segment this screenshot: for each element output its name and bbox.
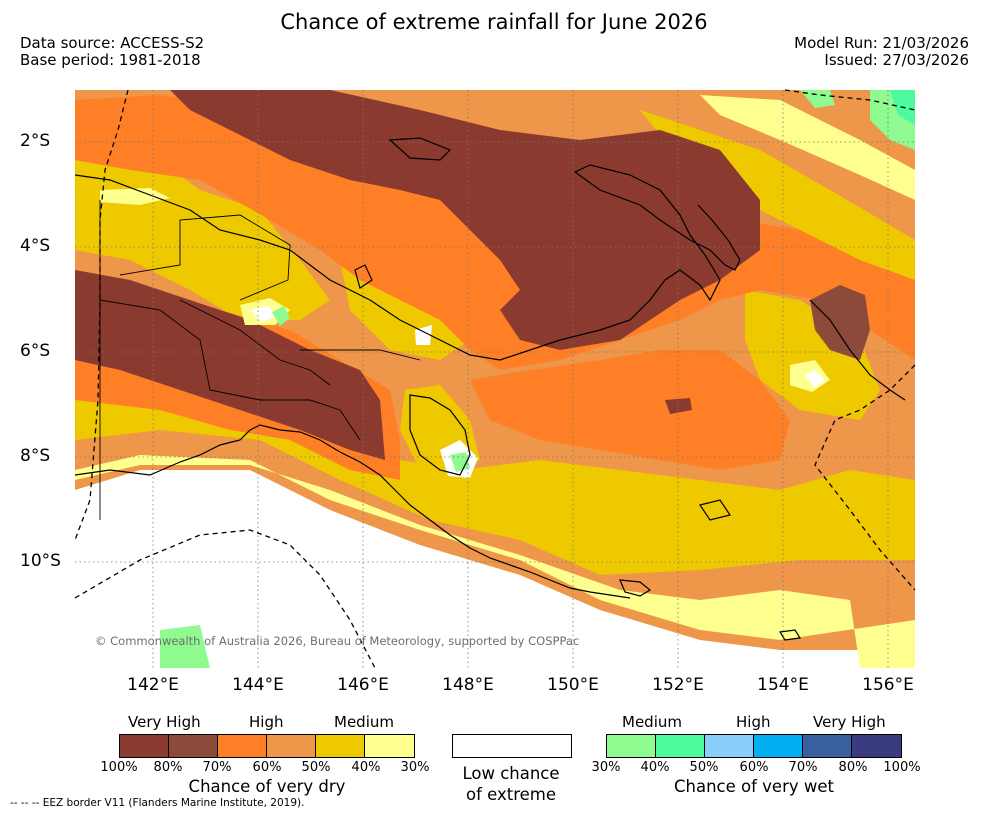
wet-tick: 70% xyxy=(788,760,818,775)
wet-tick: 100% xyxy=(883,760,921,775)
dry-tick: 60% xyxy=(252,760,282,775)
wet-colorbar xyxy=(606,734,902,758)
eez-note: -- -- -- EEZ border V11 (Flanders Marine… xyxy=(10,797,305,809)
wet-tick: 30% xyxy=(591,760,621,775)
wet-level-medium: Medium xyxy=(622,713,682,731)
wet-tick: 50% xyxy=(689,760,719,775)
eez-borders xyxy=(74,89,916,669)
map-title: Chance of extreme rainfall for June 2026 xyxy=(280,10,708,34)
dry-color-swatch xyxy=(267,735,316,757)
very-dry-region-south xyxy=(75,270,385,460)
lon-label: 156°E xyxy=(862,675,914,695)
coastlines xyxy=(75,137,906,641)
dry-tick: 40% xyxy=(351,760,381,775)
dry-color-swatch xyxy=(218,735,267,757)
meta-left: Data source: ACCESS-S2 Base period: 1981… xyxy=(20,35,204,69)
wet-tick: 40% xyxy=(640,760,670,775)
province-borders xyxy=(99,200,421,520)
wet-tick: 60% xyxy=(739,760,769,775)
wet-color-swatch xyxy=(656,735,705,757)
low-chance-line1: Low chance xyxy=(462,764,560,783)
dry-level-high: High xyxy=(249,713,284,731)
issued-date: Issued: 27/03/2026 xyxy=(824,51,969,69)
model-run: Model Run: 21/03/2026 xyxy=(794,34,969,52)
base-period: Base period: 1981-2018 xyxy=(20,51,201,69)
wet-color-swatch xyxy=(754,735,803,757)
wet-patch xyxy=(272,306,290,326)
lon-label: 144°E xyxy=(232,675,284,695)
low-chance-caption: Low chance of extreme xyxy=(440,763,582,805)
dry-color-swatch xyxy=(316,735,365,757)
wet-level-high: High xyxy=(736,713,771,731)
lat-label: 8°S xyxy=(20,446,51,466)
dry-colorbar xyxy=(119,734,415,758)
lon-label: 154°E xyxy=(757,675,809,695)
dry-tick: 30% xyxy=(400,760,430,775)
probability-field xyxy=(75,90,915,668)
lon-label: 150°E xyxy=(547,675,599,695)
lat-label: 2°S xyxy=(20,131,51,151)
low-chance-swatch xyxy=(452,734,572,758)
rainfall-map xyxy=(74,89,916,669)
dry-tick: 70% xyxy=(202,760,232,775)
dry-tick: 80% xyxy=(153,760,183,775)
low-chance-line2: of extreme xyxy=(465,785,557,804)
dry-level-medium: Medium xyxy=(334,713,394,731)
lon-label: 142°E xyxy=(127,675,179,695)
copyright-notice: © Commonwealth of Australia 2026, Bureau… xyxy=(95,634,580,648)
dry-color-swatch xyxy=(365,735,414,757)
lon-label: 146°E xyxy=(337,675,389,695)
very-dry-region-north xyxy=(170,90,760,350)
data-source: Data source: ACCESS-S2 xyxy=(20,34,205,52)
dry-level-very-high: Very High xyxy=(128,713,201,731)
dry-color-swatch xyxy=(120,735,169,757)
graticule xyxy=(75,90,915,668)
dry-color-swatch xyxy=(169,735,218,757)
wet-color-swatch xyxy=(705,735,754,757)
lat-label: 6°S xyxy=(20,341,51,361)
dry-tick: 100% xyxy=(100,760,138,775)
dry-caption: Chance of very dry xyxy=(188,777,346,796)
lat-label: 4°S xyxy=(20,236,51,256)
lon-label: 148°E xyxy=(442,675,494,695)
meta-right: Model Run: 21/03/2026 Issued: 27/03/2026 xyxy=(794,35,969,69)
wet-color-swatch xyxy=(607,735,656,757)
dry-tick: 50% xyxy=(301,760,331,775)
lat-label: 10°S xyxy=(20,551,61,571)
wet-color-swatch xyxy=(803,735,852,757)
wet-caption: Chance of very wet xyxy=(674,777,834,796)
low-chance-region xyxy=(75,470,915,668)
wet-tick: 80% xyxy=(838,760,868,775)
wet-color-swatch xyxy=(852,735,901,757)
wet-level-very-high: Very High xyxy=(813,713,886,731)
lon-label: 152°E xyxy=(652,675,704,695)
